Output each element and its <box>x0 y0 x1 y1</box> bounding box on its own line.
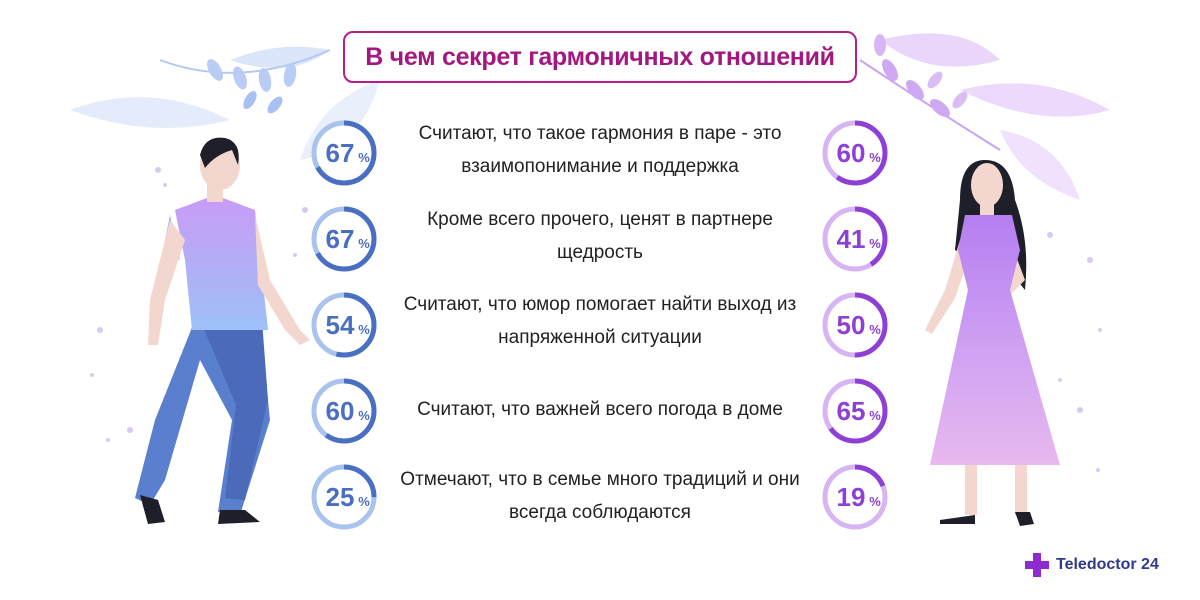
women-percent-sign: % <box>869 236 881 251</box>
men-percent-sign: % <box>358 408 370 423</box>
women-percent-sign: % <box>869 408 881 423</box>
men-ring-progress <box>311 378 377 444</box>
men-percent-sign: % <box>358 494 370 509</box>
men-percent-value: 25 <box>326 482 355 512</box>
brand-logo: Teledoctor 24 <box>1024 551 1159 579</box>
men-ring-2: 67% <box>311 206 377 272</box>
women-ring-4: 65% <box>822 378 888 444</box>
women-percent-sign: % <box>869 150 881 165</box>
women-percent-sign: % <box>869 322 881 337</box>
men-ring-progress <box>311 464 377 530</box>
men-percent-value: 54 <box>326 310 355 340</box>
women-ring-progress <box>822 464 888 530</box>
plus-cross-icon <box>1025 553 1049 577</box>
brand-name: Teledoctor 24 <box>1056 556 1159 573</box>
men-ring-progress <box>311 206 377 272</box>
women-percent-value: 41 <box>837 224 866 254</box>
men-percent-value: 67 <box>326 138 355 168</box>
men-ring-4: 60% <box>311 378 377 444</box>
stat-text-2: Кроме всего прочего, ценят в партнере ще… <box>427 209 773 263</box>
women-percent-value: 50 <box>837 310 866 340</box>
men-ring-3: 54% <box>311 292 377 358</box>
stat-text-4: Считают, что важней всего погода в доме <box>417 399 783 420</box>
men-percent-sign: % <box>358 150 370 165</box>
woman-illustration <box>925 160 1060 526</box>
stat-text-5: Отмечают, что в семье много традиций и о… <box>400 469 800 523</box>
women-ring-progress <box>822 206 888 272</box>
women-percent-value: 19 <box>837 482 866 512</box>
stat-text-1: Считают, что такое гармония в паре - это… <box>418 123 782 177</box>
women-ring-3: 50% <box>822 292 888 358</box>
men-ring-progress <box>311 120 377 186</box>
leaves-right-decoration <box>859 33 1110 200</box>
page-title: В чем секрет гармоничных отношений <box>365 42 835 71</box>
women-ring-progress <box>822 120 888 186</box>
women-percent-sign: % <box>869 494 881 509</box>
men-ring-5: 25% <box>311 464 377 530</box>
women-percent-value: 60 <box>837 138 866 168</box>
percentage-rings: 67% 60 %67% 41 %54% 50 %60% 65 %25% 19% <box>311 120 888 530</box>
women-percent-value: 65 <box>837 396 866 426</box>
men-ring-progress <box>311 292 377 358</box>
men-percent-value: 60 <box>326 396 355 426</box>
men-ring-1: 67% <box>311 120 377 186</box>
women-ring-5: 19% <box>822 464 888 530</box>
men-percent-sign: % <box>358 236 370 251</box>
women-ring-progress <box>822 292 888 358</box>
men-percent-value: 67 <box>326 224 355 254</box>
women-ring-1: 60% <box>822 120 888 186</box>
dots-decoration <box>90 167 1102 472</box>
men-percent-sign: % <box>358 322 370 337</box>
women-ring-progress <box>822 378 888 444</box>
stat-text-3: Считают, что юмор помогает найти выход и… <box>403 294 797 348</box>
women-ring-2: 41% <box>822 206 888 272</box>
title-box: В чем секрет гармоничных отношений <box>343 31 857 83</box>
man-illustration <box>135 137 310 524</box>
